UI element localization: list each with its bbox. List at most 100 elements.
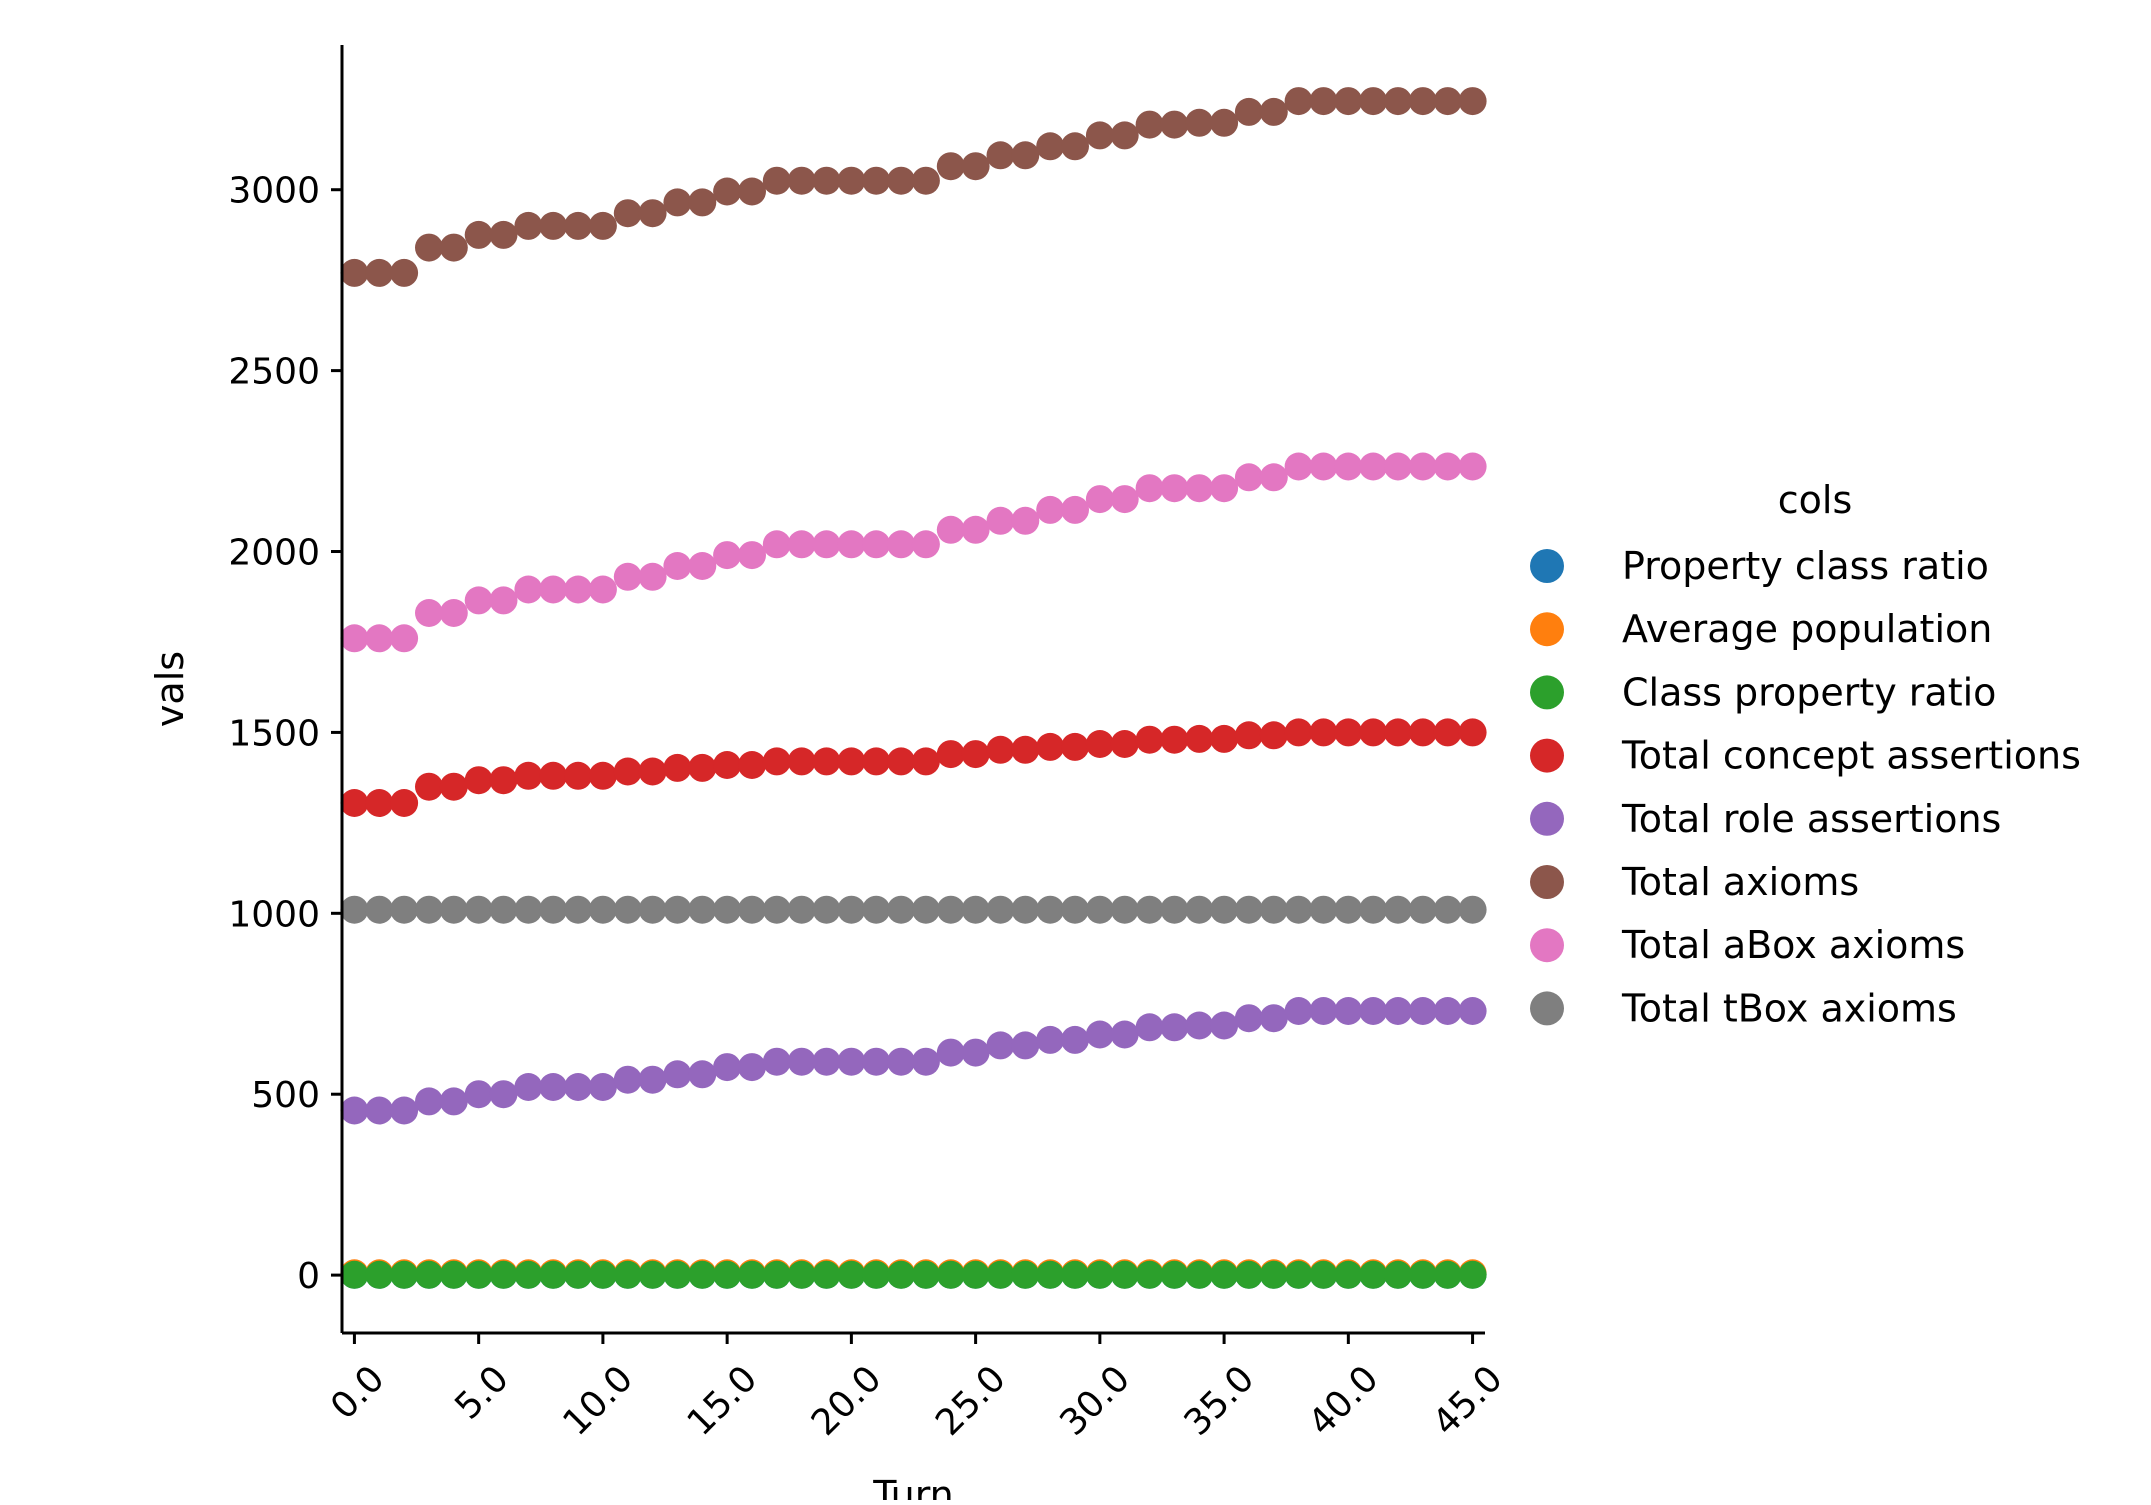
data-point xyxy=(787,530,816,559)
data-point xyxy=(911,530,940,559)
data-point xyxy=(812,895,841,924)
data-point xyxy=(862,530,891,559)
data-point xyxy=(762,166,791,195)
data-point xyxy=(1334,87,1363,116)
data-point xyxy=(688,552,717,580)
y-tick-label: 3000 xyxy=(228,171,320,212)
data-point xyxy=(1334,1260,1363,1289)
data-point xyxy=(638,1260,667,1289)
legend-label: Total tBox axioms xyxy=(1621,986,1957,1030)
data-point xyxy=(613,562,642,591)
legend-marker xyxy=(1530,738,1564,773)
data-point xyxy=(1160,1013,1189,1042)
data-point xyxy=(1284,1260,1313,1289)
data-point xyxy=(1359,997,1388,1025)
data-point xyxy=(489,895,518,924)
data-point xyxy=(762,895,791,924)
legend-item: Total tBox axioms xyxy=(1530,986,1957,1030)
data-point xyxy=(638,757,667,786)
data-point xyxy=(340,624,369,653)
data-point xyxy=(564,895,593,924)
data-point xyxy=(936,1260,965,1289)
data-point xyxy=(1384,718,1412,747)
data-point xyxy=(936,895,965,924)
data-point xyxy=(1160,725,1189,754)
data-point xyxy=(1284,997,1313,1025)
data-point xyxy=(588,1073,617,1101)
data-point xyxy=(588,1260,617,1289)
data-point xyxy=(862,166,891,195)
data-point xyxy=(1036,1260,1065,1289)
data-point xyxy=(688,188,717,217)
data-point xyxy=(812,1260,841,1289)
data-point xyxy=(1036,732,1065,761)
data-point xyxy=(1309,895,1338,924)
data-point xyxy=(613,199,642,228)
series-7 xyxy=(340,895,1487,924)
data-point xyxy=(986,1031,1015,1060)
data-point xyxy=(340,1096,369,1125)
data-point xyxy=(415,895,443,924)
legend-marker xyxy=(1530,612,1564,647)
data-point xyxy=(415,233,443,262)
data-point xyxy=(837,1047,866,1076)
data-point xyxy=(1284,895,1313,924)
data-point xyxy=(340,1260,369,1289)
data-point xyxy=(564,761,593,790)
data-point xyxy=(464,1260,493,1289)
data-point xyxy=(1259,1260,1288,1289)
data-point xyxy=(738,541,766,570)
data-point xyxy=(862,747,891,776)
data-point xyxy=(986,1260,1015,1289)
data-point xyxy=(365,1260,394,1289)
data-point xyxy=(638,895,667,924)
data-point xyxy=(539,211,568,240)
data-point xyxy=(663,895,692,924)
data-point xyxy=(1135,110,1164,139)
data-point xyxy=(1433,452,1462,481)
data-point xyxy=(1259,463,1288,492)
data-point xyxy=(1011,895,1040,924)
data-point xyxy=(340,895,369,924)
legend-label: Property class ratio xyxy=(1622,544,1989,588)
data-point xyxy=(1085,1020,1114,1049)
data-point xyxy=(1185,895,1214,924)
data-point xyxy=(1359,1260,1388,1289)
data-point xyxy=(887,530,916,559)
y-tick-label: 0 xyxy=(297,1256,320,1297)
data-point xyxy=(539,895,568,924)
legend-label: Total concept assertions xyxy=(1621,734,2081,778)
legend-label: Total axioms xyxy=(1621,860,1859,904)
data-point xyxy=(439,1087,468,1116)
data-point xyxy=(1359,87,1388,116)
data-point xyxy=(986,895,1015,924)
data-point xyxy=(837,747,866,776)
data-point xyxy=(464,586,493,615)
data-point xyxy=(415,1087,443,1116)
data-point xyxy=(390,624,419,653)
data-point xyxy=(1085,121,1114,150)
legend-item: Total concept assertions xyxy=(1530,734,2081,778)
data-point xyxy=(1011,506,1040,535)
data-point xyxy=(961,152,990,181)
legend-item: Total axioms xyxy=(1530,860,1859,904)
data-point xyxy=(1284,452,1313,481)
data-point xyxy=(713,1260,742,1289)
data-point xyxy=(986,506,1015,535)
data-point xyxy=(514,1260,543,1289)
data-point xyxy=(588,895,617,924)
data-point xyxy=(1408,895,1437,924)
legend-marker xyxy=(1530,928,1564,963)
data-point xyxy=(837,166,866,195)
data-point xyxy=(1210,895,1239,924)
data-point xyxy=(787,747,816,776)
data-point xyxy=(688,1060,717,1089)
x-tick-label: 45.0 xyxy=(1425,1358,1511,1444)
data-point xyxy=(911,747,940,776)
data-point xyxy=(588,575,617,604)
data-point xyxy=(1284,718,1313,747)
data-point xyxy=(1234,463,1263,492)
y-tick-label: 2500 xyxy=(228,352,320,393)
data-point xyxy=(936,1038,965,1067)
data-point xyxy=(1135,1260,1164,1289)
